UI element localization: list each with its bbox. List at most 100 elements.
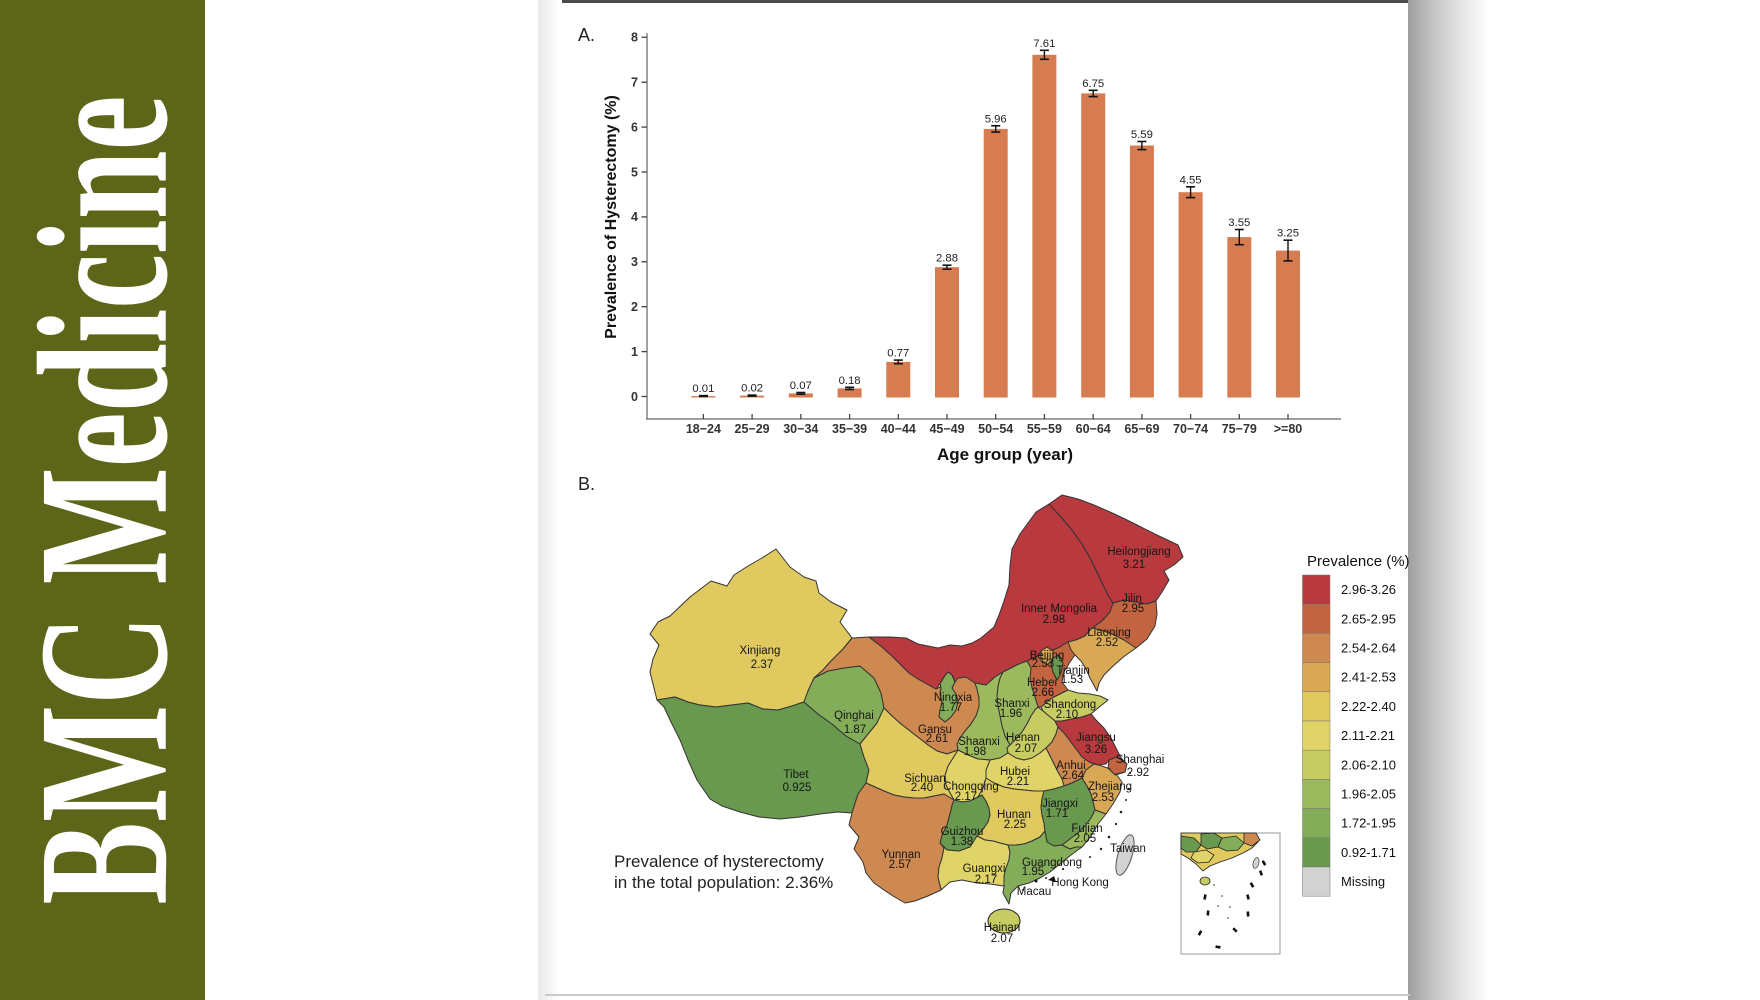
svg-text:7: 7 — [631, 76, 638, 90]
svg-text:Hunan: Hunan — [997, 809, 1031, 821]
svg-text:3.55: 3.55 — [1228, 217, 1250, 229]
svg-text:Beijing: Beijing — [1030, 650, 1065, 662]
svg-text:5.59: 5.59 — [1131, 129, 1153, 141]
svg-text:45−49: 45−49 — [929, 422, 964, 436]
svg-text:Age group (year): Age group (year) — [937, 445, 1073, 464]
svg-text:Shaanxi: Shaanxi — [958, 736, 1000, 748]
svg-text:Sichuan: Sichuan — [904, 773, 946, 785]
svg-text:0.01: 0.01 — [692, 383, 714, 395]
svg-text:65−69: 65−69 — [1124, 422, 1159, 436]
svg-text:2.41-2.53: 2.41-2.53 — [1341, 670, 1396, 685]
svg-text:40−44: 40−44 — [881, 422, 916, 436]
svg-text:>=80: >=80 — [1274, 422, 1303, 436]
svg-text:Gansu: Gansu — [918, 724, 952, 736]
svg-text:Qinghai: Qinghai — [834, 710, 874, 722]
svg-text:Jiangxi: Jiangxi — [1042, 798, 1078, 810]
svg-text:1: 1 — [631, 345, 638, 359]
svg-text:1.38: 1.38 — [951, 836, 973, 848]
svg-text:75−79: 75−79 — [1222, 422, 1257, 436]
svg-text:30−34: 30−34 — [783, 422, 818, 436]
svg-text:4.55: 4.55 — [1180, 174, 1202, 186]
svg-text:Hebei: Hebei — [1027, 677, 1057, 689]
svg-text:Tibet: Tibet — [783, 769, 809, 781]
svg-text:Jilin: Jilin — [1122, 593, 1142, 605]
svg-text:1.77: 1.77 — [940, 702, 962, 714]
svg-text:Shanxi: Shanxi — [994, 698, 1029, 710]
svg-text:Shandong: Shandong — [1044, 699, 1096, 711]
svg-text:5: 5 — [631, 165, 638, 179]
svg-text:1.71: 1.71 — [1046, 808, 1068, 820]
svg-text:3: 3 — [631, 255, 638, 269]
svg-text:Henan: Henan — [1006, 732, 1040, 744]
svg-text:1.95: 1.95 — [1022, 866, 1044, 878]
svg-text:2: 2 — [631, 300, 638, 314]
svg-text:2.92: 2.92 — [1127, 767, 1149, 779]
svg-text:Hong Kong: Hong Kong — [1051, 877, 1109, 889]
svg-text:2.11-2.21: 2.11-2.21 — [1341, 728, 1395, 743]
svg-text:Hainan: Hainan — [984, 922, 1020, 934]
svg-text:2.25: 2.25 — [1004, 819, 1026, 831]
svg-text:Yunnan: Yunnan — [881, 849, 920, 861]
svg-text:2.37: 2.37 — [751, 659, 773, 671]
svg-text:Prevalence of hysterectomy: Prevalence of hysterectomy — [614, 852, 824, 871]
svg-text:Ningxia: Ningxia — [934, 692, 973, 704]
svg-text:0.77: 0.77 — [887, 348, 909, 360]
svg-text:Anhui: Anhui — [1056, 760, 1085, 772]
svg-text:7.61: 7.61 — [1033, 38, 1055, 50]
svg-text:2.54-2.64: 2.54-2.64 — [1341, 641, 1396, 656]
svg-text:1.87: 1.87 — [844, 724, 866, 736]
svg-text:2.53: 2.53 — [1092, 792, 1114, 804]
svg-text:1.72-1.95: 1.72-1.95 — [1341, 816, 1396, 831]
svg-text:50−54: 50−54 — [978, 422, 1013, 436]
svg-text:35−39: 35−39 — [832, 422, 867, 436]
svg-text:1.96: 1.96 — [1000, 708, 1022, 720]
svg-text:Chongqing: Chongqing — [943, 781, 999, 793]
svg-text:60−64: 60−64 — [1076, 422, 1111, 436]
svg-text:0: 0 — [631, 390, 638, 404]
svg-text:Liaoning: Liaoning — [1087, 627, 1130, 639]
svg-text:2.88: 2.88 — [936, 253, 958, 265]
svg-text:Hubei: Hubei — [1000, 766, 1030, 778]
svg-text:Inner Mongolia: Inner Mongolia — [1021, 603, 1098, 615]
svg-text:0.925: 0.925 — [783, 782, 812, 794]
svg-text:Macau: Macau — [1017, 886, 1052, 898]
svg-text:70−74: 70−74 — [1173, 422, 1208, 436]
svg-text:A.: A. — [578, 25, 595, 45]
svg-text:2.57: 2.57 — [889, 859, 911, 871]
svg-text:55−59: 55−59 — [1027, 422, 1062, 436]
svg-text:8: 8 — [631, 31, 638, 45]
svg-text:2.17: 2.17 — [955, 791, 977, 803]
svg-text:6: 6 — [631, 120, 638, 134]
svg-text:in the total population: 2.36%: in the total population: 2.36% — [614, 873, 833, 892]
svg-text:2.06-2.10: 2.06-2.10 — [1341, 757, 1396, 772]
svg-text:2.53: 2.53 — [1032, 658, 1054, 670]
svg-text:Prevalence of Hysterectomy (%): Prevalence of Hysterectomy (%) — [603, 95, 620, 339]
svg-text:Guangdong: Guangdong — [1022, 857, 1082, 869]
svg-text:0.07: 0.07 — [790, 380, 812, 392]
svg-text:3.26: 3.26 — [1085, 744, 1107, 756]
svg-text:25−29: 25−29 — [735, 422, 770, 436]
svg-text:18−24: 18−24 — [686, 422, 721, 436]
svg-text:2.07: 2.07 — [991, 933, 1013, 945]
svg-text:Taiwan: Taiwan — [1110, 843, 1146, 855]
svg-text:1.98: 1.98 — [964, 746, 986, 758]
svg-text:2.65-2.95: 2.65-2.95 — [1341, 611, 1396, 626]
svg-text:2.40: 2.40 — [911, 782, 933, 794]
svg-text:0.02: 0.02 — [741, 383, 763, 395]
svg-text:Shanghai: Shanghai — [1116, 754, 1165, 766]
svg-text:2.07: 2.07 — [1015, 743, 1037, 755]
svg-text:3.21: 3.21 — [1123, 559, 1145, 571]
svg-text:Missing: Missing — [1341, 874, 1385, 889]
svg-text:1.96-2.05: 1.96-2.05 — [1341, 787, 1396, 802]
svg-text:2.98: 2.98 — [1043, 614, 1065, 626]
svg-text:Heilongjiang: Heilongjiang — [1107, 546, 1170, 558]
svg-text:Jiangsu: Jiangsu — [1076, 732, 1116, 744]
svg-text:2.66: 2.66 — [1032, 687, 1054, 699]
svg-text:Guangxi: Guangxi — [963, 863, 1006, 875]
svg-text:B.: B. — [578, 474, 595, 494]
svg-text:2.61: 2.61 — [926, 733, 948, 745]
svg-text:Xinjiang: Xinjiang — [740, 645, 781, 657]
svg-text:1.53: 1.53 — [1061, 674, 1083, 686]
svg-text:2.21: 2.21 — [1007, 776, 1029, 788]
svg-text:Fujian: Fujian — [1071, 823, 1102, 835]
